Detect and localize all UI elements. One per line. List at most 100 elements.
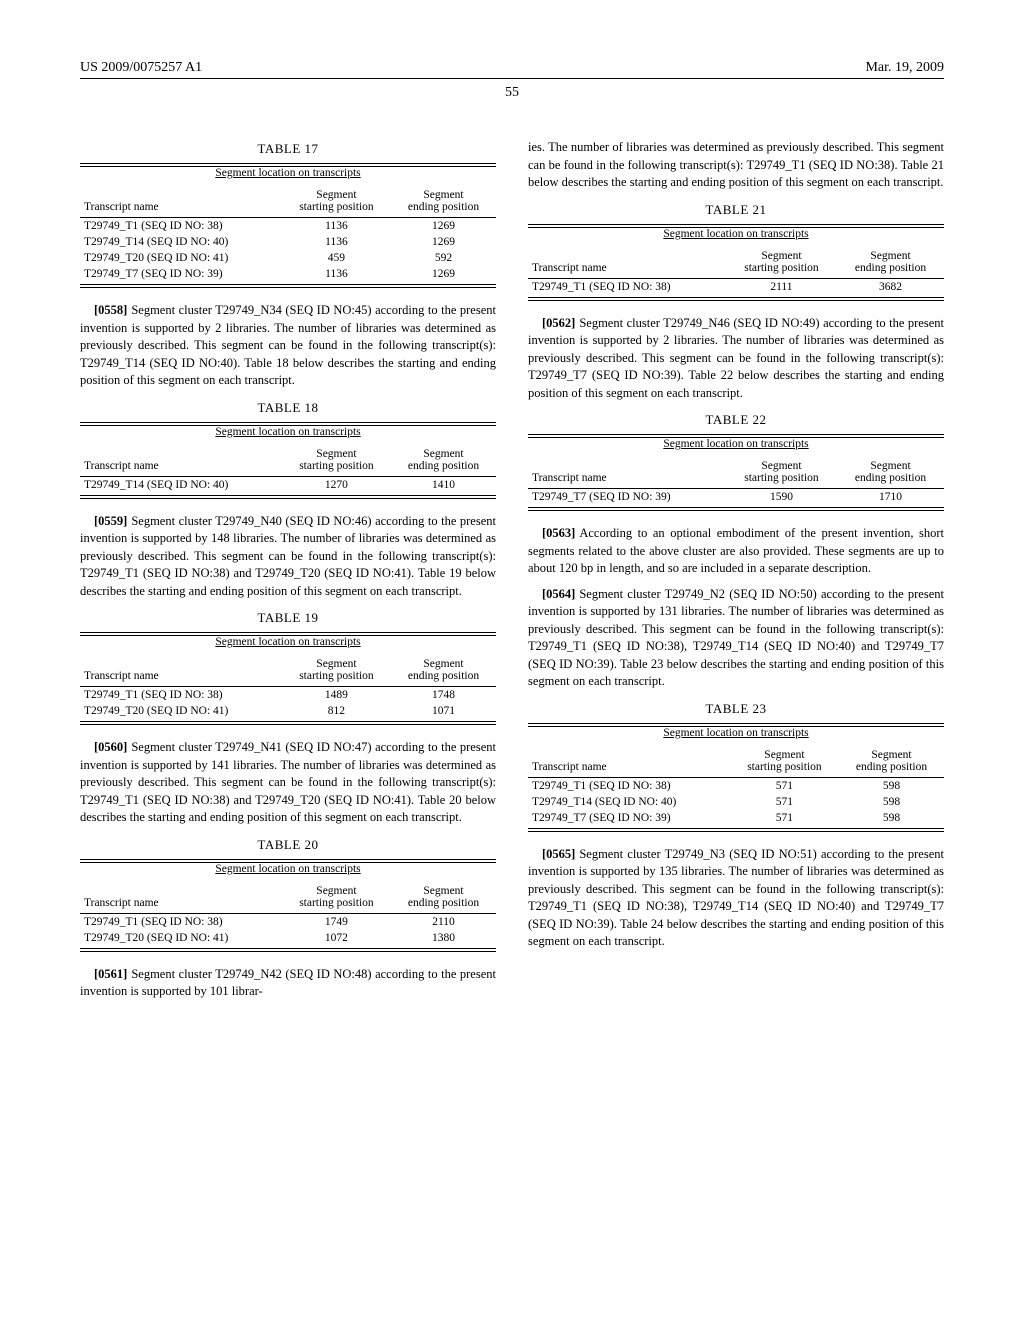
table-row: T29749_T14 (SEQ ID NO: 40)571598 <box>528 794 944 810</box>
para-text: Segment cluster T29749_N2 (SEQ ID NO:50)… <box>528 587 944 689</box>
cell-start: 1270 <box>282 476 391 493</box>
table-subtitle: Segment location on transcripts <box>80 167 496 179</box>
para-num: [0562] <box>542 316 575 330</box>
para-num: [0559] <box>94 514 127 528</box>
col-start: Segmentstarting position <box>726 248 837 279</box>
cell-transcript: T29749_T20 (SEQ ID NO: 41) <box>80 703 282 719</box>
para-0559: [0559]Segment cluster T29749_N40 (SEQ ID… <box>80 513 496 601</box>
para-num: [0565] <box>542 847 575 861</box>
cell-start: 2111 <box>726 278 837 295</box>
table-row: T29749_T20 (SEQ ID NO: 41)8121071 <box>80 703 496 719</box>
table-17: TABLE 17 Segment location on transcripts… <box>80 141 496 288</box>
col-end: Segmentending position <box>837 458 944 489</box>
para-0560: [0560]Segment cluster T29749_N41 (SEQ ID… <box>80 739 496 827</box>
col-transcript: Transcript name <box>80 656 282 687</box>
cell-start: 1136 <box>282 234 391 250</box>
col-end: Segmentending position <box>837 248 944 279</box>
cell-start: 1590 <box>726 489 837 506</box>
cell-end: 1269 <box>391 234 496 250</box>
col-transcript: Transcript name <box>80 187 282 218</box>
cell-start: 571 <box>730 777 839 794</box>
cell-end: 598 <box>839 810 944 826</box>
left-column: TABLE 17 Segment location on transcripts… <box>80 131 496 1009</box>
cell-transcript: T29749_T1 (SEQ ID NO: 38) <box>80 218 282 235</box>
table-17-data: Transcript name Segmentstarting position… <box>80 187 496 282</box>
table-row: T29749_T7 (SEQ ID NO: 39)11361269 <box>80 266 496 282</box>
cell-transcript: T29749_T20 (SEQ ID NO: 41) <box>80 930 282 946</box>
para-0558: [0558]Segment cluster T29749_N34 (SEQ ID… <box>80 302 496 390</box>
col-transcript: Transcript name <box>80 446 282 477</box>
cell-transcript: T29749_T7 (SEQ ID NO: 39) <box>80 266 282 282</box>
col-end: Segmentending position <box>391 656 496 687</box>
table-23-data: Transcript name Segmentstarting position… <box>528 747 944 826</box>
cell-end: 1269 <box>391 218 496 235</box>
table-title: TABLE 18 <box>80 400 496 416</box>
cell-transcript: T29749_T1 (SEQ ID NO: 38) <box>80 913 282 930</box>
cell-start: 571 <box>730 794 839 810</box>
para-0565: [0565]Segment cluster T29749_N3 (SEQ ID … <box>528 846 944 951</box>
table-subtitle: Segment location on transcripts <box>80 426 496 438</box>
table-row: T29749_T1 (SEQ ID NO: 38)21113682 <box>528 278 944 295</box>
page: US 2009/0075257 A1 Mar. 19, 2009 55 TABL… <box>0 0 1024 1049</box>
para-text: ies. The number of libraries was determi… <box>528 140 944 189</box>
column-container: TABLE 17 Segment location on transcripts… <box>80 131 944 1009</box>
table-subtitle: Segment location on transcripts <box>528 228 944 240</box>
para-text: Segment cluster T29749_N42 (SEQ ID NO:48… <box>80 967 496 999</box>
table-subtitle: Segment location on transcripts <box>80 863 496 875</box>
table-title: TABLE 20 <box>80 837 496 853</box>
para-text: Segment cluster T29749_N40 (SEQ ID NO:46… <box>80 514 496 598</box>
cell-start: 459 <box>282 250 391 266</box>
col-start: Segmentstarting position <box>282 883 391 914</box>
cell-transcript: T29749_T20 (SEQ ID NO: 41) <box>80 250 282 266</box>
cell-start: 571 <box>730 810 839 826</box>
table-18-data: Transcript name Segmentstarting position… <box>80 446 496 493</box>
cell-end: 1380 <box>391 930 496 946</box>
table-title: TABLE 22 <box>528 412 944 428</box>
cell-end: 1748 <box>391 687 496 704</box>
para-num: [0564] <box>542 587 575 601</box>
table-22-data: Transcript name Segmentstarting position… <box>528 458 944 505</box>
table-title: TABLE 21 <box>528 202 944 218</box>
cell-transcript: T29749_T1 (SEQ ID NO: 38) <box>80 687 282 704</box>
table-subtitle: Segment location on transcripts <box>528 727 944 739</box>
right-column: ies. The number of libraries was determi… <box>528 131 944 1009</box>
cell-start: 1749 <box>282 913 391 930</box>
cell-end: 2110 <box>391 913 496 930</box>
cell-end: 1710 <box>837 489 944 506</box>
col-end: Segmentending position <box>391 446 496 477</box>
cell-transcript: T29749_T1 (SEQ ID NO: 38) <box>528 278 726 295</box>
table-row: T29749_T1 (SEQ ID NO: 38)571598 <box>528 777 944 794</box>
cell-end: 592 <box>391 250 496 266</box>
cell-transcript: T29749_T14 (SEQ ID NO: 40) <box>80 234 282 250</box>
page-header: US 2009/0075257 A1 Mar. 19, 2009 <box>80 60 944 79</box>
cell-end: 1071 <box>391 703 496 719</box>
table-title: TABLE 19 <box>80 610 496 626</box>
cell-transcript: T29749_T7 (SEQ ID NO: 39) <box>528 489 726 506</box>
para-num: [0561] <box>94 967 127 981</box>
table-row: T29749_T7 (SEQ ID NO: 39)15901710 <box>528 489 944 506</box>
para-text: Segment cluster T29749_N46 (SEQ ID NO:49… <box>528 316 944 400</box>
table-22: TABLE 22 Segment location on transcripts… <box>528 412 944 511</box>
para-text: According to an optional embodiment of t… <box>528 526 944 575</box>
cell-start: 1136 <box>282 218 391 235</box>
para-0564: [0564]Segment cluster T29749_N2 (SEQ ID … <box>528 586 944 691</box>
table-row: T29749_T20 (SEQ ID NO: 41)10721380 <box>80 930 496 946</box>
para-0562: [0562]Segment cluster T29749_N46 (SEQ ID… <box>528 315 944 403</box>
table-row: T29749_T14 (SEQ ID NO: 40)12701410 <box>80 476 496 493</box>
para-0561: [0561]Segment cluster T29749_N42 (SEQ ID… <box>80 966 496 1001</box>
table-19-data: Transcript name Segmentstarting position… <box>80 656 496 719</box>
col-end: Segmentending position <box>391 883 496 914</box>
doc-number: US 2009/0075257 A1 <box>80 60 202 76</box>
cell-end: 3682 <box>837 278 944 295</box>
col-start: Segmentstarting position <box>282 656 391 687</box>
table-21: TABLE 21 Segment location on transcripts… <box>528 202 944 301</box>
col-start: Segmentstarting position <box>730 747 839 778</box>
para-num: [0558] <box>94 303 127 317</box>
para-0563: [0563]According to an optional embodimen… <box>528 525 944 578</box>
cell-end: 598 <box>839 777 944 794</box>
para-0561-cont: ies. The number of libraries was determi… <box>528 139 944 192</box>
col-end: Segmentending position <box>391 187 496 218</box>
table-row: T29749_T1 (SEQ ID NO: 38)17492110 <box>80 913 496 930</box>
page-number: 55 <box>80 85 944 101</box>
para-num: [0563] <box>542 526 575 540</box>
